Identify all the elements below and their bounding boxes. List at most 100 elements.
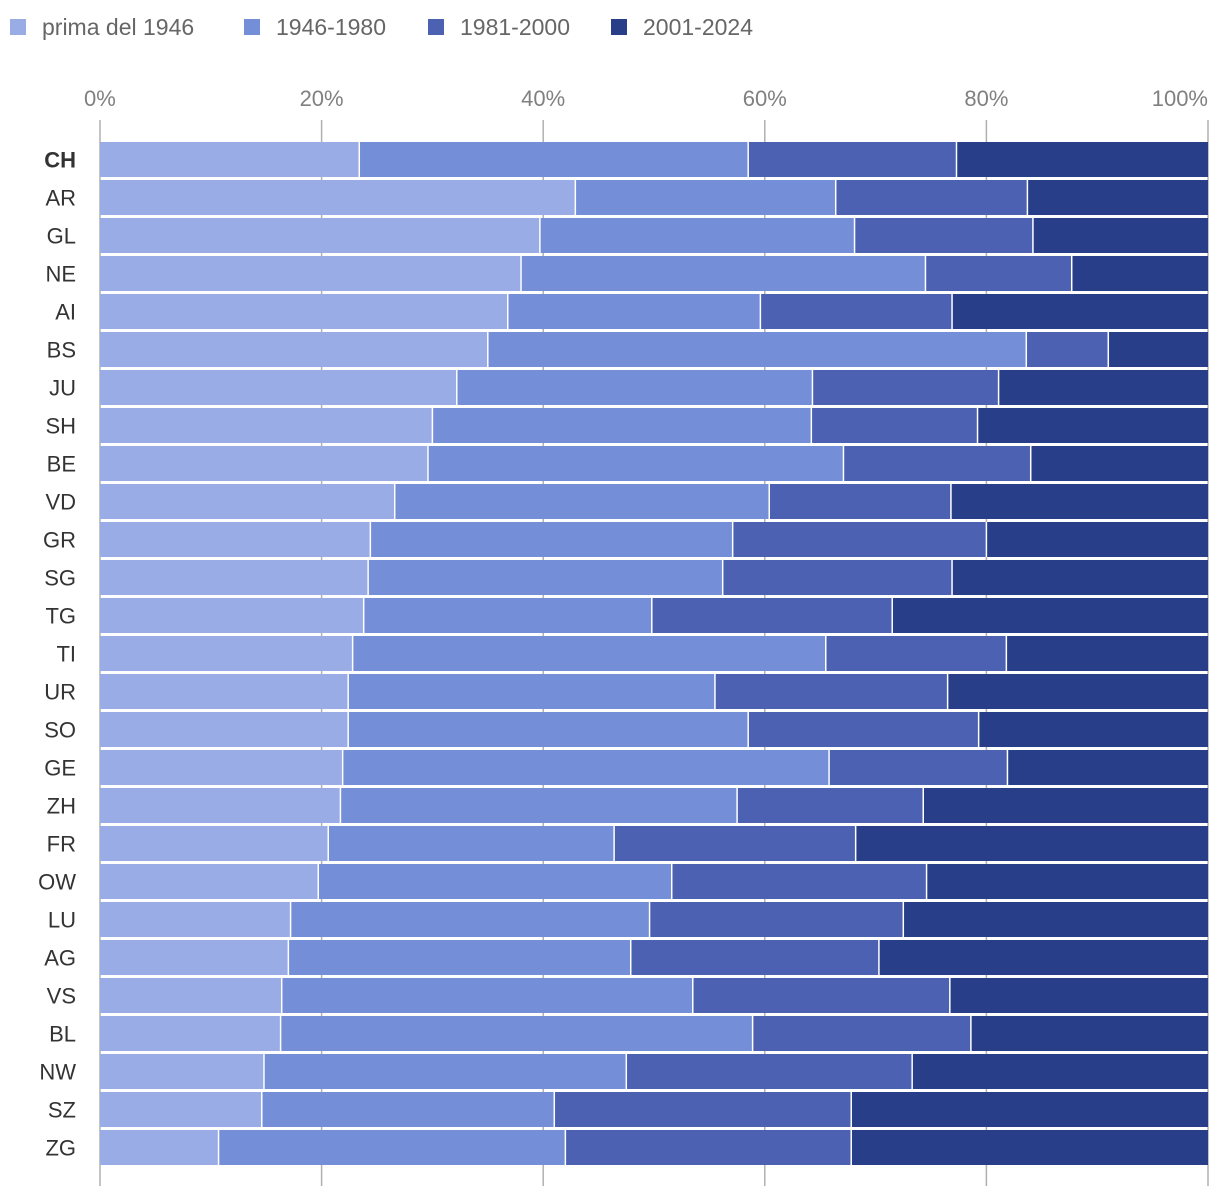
bar-segment bbox=[947, 674, 1208, 709]
bar-segment bbox=[692, 978, 950, 1013]
bar-segment bbox=[100, 332, 488, 367]
category-label: LU bbox=[48, 908, 76, 933]
bar-segment bbox=[829, 750, 1008, 785]
bar-segment bbox=[100, 1092, 262, 1127]
tick-label: 100% bbox=[1152, 86, 1208, 111]
bar-segment bbox=[100, 788, 341, 823]
bar-segment bbox=[348, 674, 715, 709]
bar-segment bbox=[671, 864, 927, 899]
bar-segment bbox=[851, 1092, 1208, 1127]
bar-segment bbox=[394, 484, 770, 519]
tick-label: 0% bbox=[84, 86, 116, 111]
bar-segment bbox=[651, 598, 893, 633]
bar-segment bbox=[218, 1130, 566, 1165]
bar-segment bbox=[100, 1016, 281, 1051]
bar-segment bbox=[280, 1016, 753, 1051]
category-label: FR bbox=[47, 832, 76, 857]
category-label: TG bbox=[45, 604, 76, 629]
bar-segment bbox=[825, 636, 1007, 671]
bar-segment bbox=[923, 788, 1208, 823]
bar-segment bbox=[100, 560, 369, 595]
category-label: GE bbox=[44, 756, 76, 781]
category-labels: CH AR GL NE AI BS JU SH BE VD GR SG TG TI UR SO GE ZH FR OW… bbox=[38, 148, 76, 1161]
bar-segment bbox=[100, 180, 576, 215]
bar-segment bbox=[1007, 750, 1208, 785]
tick-label: 60% bbox=[743, 86, 787, 111]
bar-segment bbox=[554, 1092, 852, 1127]
bar-segment bbox=[487, 332, 1027, 367]
bar-segment bbox=[748, 712, 979, 747]
bar-segment bbox=[432, 408, 812, 443]
bar-segment bbox=[851, 1130, 1208, 1165]
category-label: JU bbox=[49, 376, 76, 401]
bar-segment bbox=[732, 522, 987, 557]
bar-segment bbox=[352, 636, 826, 671]
bar-segment bbox=[986, 522, 1208, 557]
bar-segment bbox=[263, 1054, 627, 1089]
bar-segment bbox=[811, 408, 978, 443]
bar-segment bbox=[970, 1016, 1208, 1051]
tick-label: 80% bbox=[964, 86, 1008, 111]
bar-segment bbox=[368, 560, 723, 595]
bar-segment bbox=[1026, 332, 1109, 367]
tick-label: 20% bbox=[300, 86, 344, 111]
bar-segment bbox=[752, 1016, 971, 1051]
bar-segment bbox=[521, 256, 926, 291]
tick-label: 40% bbox=[521, 86, 565, 111]
bar-segment bbox=[769, 484, 951, 519]
category-label: ZG bbox=[45, 1136, 76, 1161]
bar-segment bbox=[100, 1054, 264, 1089]
bar-segment bbox=[835, 180, 1028, 215]
bar-segment bbox=[630, 940, 879, 975]
bar-segment bbox=[100, 636, 353, 671]
bar-segment bbox=[925, 256, 1072, 291]
category-label: GR bbox=[43, 528, 76, 553]
bar-segment bbox=[977, 408, 1208, 443]
bar-segment bbox=[737, 788, 924, 823]
bar-segment bbox=[340, 788, 738, 823]
bar-segment bbox=[714, 674, 948, 709]
legend: prima del 1946 1946-1980 1981-2000 2001-202… bbox=[10, 14, 753, 40]
bar-segment bbox=[952, 560, 1208, 595]
bar-segment bbox=[649, 902, 904, 937]
category-label: OW bbox=[38, 870, 76, 895]
bar-segment bbox=[281, 978, 693, 1013]
bar-segment bbox=[748, 142, 957, 177]
bar-segment bbox=[427, 446, 844, 481]
bar-segment bbox=[912, 1054, 1208, 1089]
bar-segment bbox=[100, 218, 540, 253]
bar-segment bbox=[892, 598, 1208, 633]
bar-segment bbox=[100, 256, 522, 291]
bar-segment bbox=[812, 370, 999, 405]
category-label: VS bbox=[47, 984, 76, 1009]
bar-segment bbox=[1027, 180, 1208, 215]
bar-segment bbox=[1108, 332, 1208, 367]
category-label: UR bbox=[44, 680, 76, 705]
category-label: TI bbox=[56, 642, 76, 667]
legend-label: prima del 1946 bbox=[42, 14, 194, 40]
bar-segment bbox=[100, 408, 433, 443]
bar-segment bbox=[328, 826, 615, 861]
category-label: AG bbox=[44, 946, 76, 971]
legend-label: 1981-2000 bbox=[460, 14, 570, 40]
bar-segment bbox=[1071, 256, 1208, 291]
bar-segment bbox=[100, 522, 371, 557]
bar-segment bbox=[100, 1130, 219, 1165]
bar-segment bbox=[998, 370, 1208, 405]
category-label: GL bbox=[47, 224, 76, 249]
bar-segment bbox=[956, 142, 1208, 177]
category-label: NW bbox=[39, 1060, 76, 1085]
bar-segment bbox=[100, 864, 319, 899]
bar-segment bbox=[926, 864, 1208, 899]
bar-segment bbox=[950, 484, 1208, 519]
bar-segment bbox=[614, 826, 856, 861]
bar-segment bbox=[363, 598, 652, 633]
bar-segment bbox=[290, 902, 650, 937]
category-label: ZH bbox=[47, 794, 76, 819]
bar-segment bbox=[100, 750, 343, 785]
bar-segment bbox=[100, 294, 508, 329]
category-label: AR bbox=[45, 186, 76, 211]
bar-segment bbox=[348, 712, 749, 747]
bar-segment bbox=[626, 1054, 913, 1089]
